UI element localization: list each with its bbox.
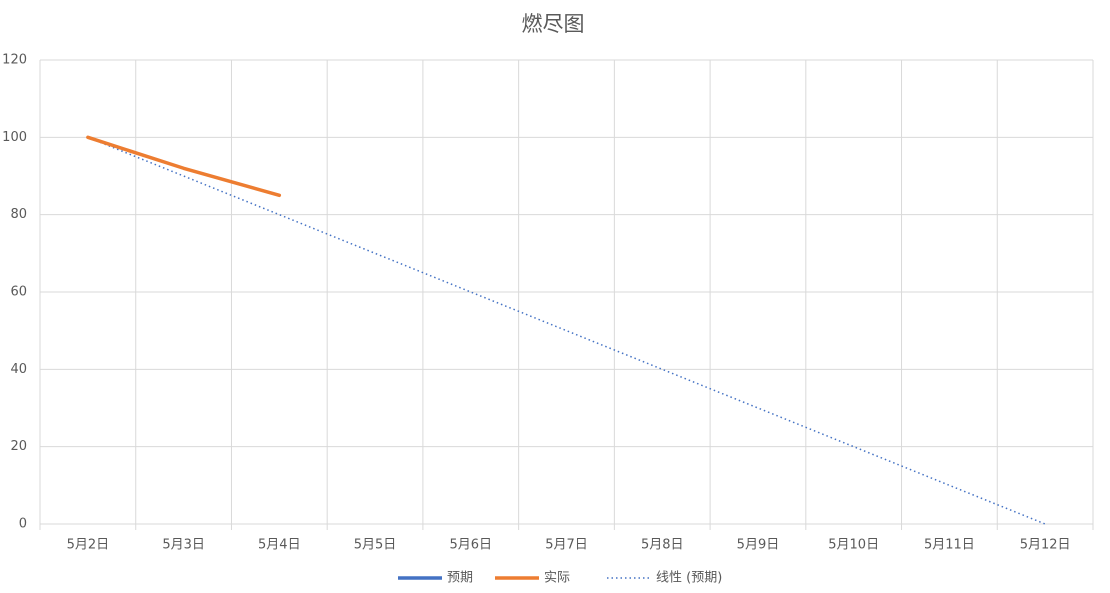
y-tick-label: 20: [10, 439, 27, 454]
y-tick-label: 100: [2, 130, 27, 145]
x-tick-label: 5月3日: [162, 538, 205, 553]
y-tick-label: 80: [10, 207, 27, 222]
x-tick-label: 5月11日: [924, 538, 975, 553]
x-tick-label: 5月6日: [449, 538, 492, 553]
y-tick-label: 60: [10, 285, 27, 300]
legend-label: 预期: [447, 571, 473, 586]
y-tick-label: 40: [10, 362, 27, 377]
x-tick-label: 5月12日: [1020, 538, 1071, 553]
x-tick-label: 5月2日: [67, 538, 110, 553]
y-tick-label: 120: [2, 53, 27, 68]
chart-title: 燃尽图: [522, 12, 585, 36]
x-tick-label: 5月8日: [641, 538, 684, 553]
series-line: [86, 135, 282, 198]
x-tick-label: 5月10日: [828, 538, 879, 553]
x-tick-label: 5月7日: [545, 538, 588, 553]
legend-label: 实际: [544, 571, 570, 586]
x-tick-label: 5月4日: [258, 538, 301, 553]
legend-label: 线性 (预期): [656, 571, 722, 586]
series-line: [87, 136, 1046, 525]
x-tick-label: 5月5日: [354, 538, 397, 553]
x-tick-label: 5月9日: [737, 538, 780, 553]
y-tick-label: 0: [19, 517, 27, 532]
